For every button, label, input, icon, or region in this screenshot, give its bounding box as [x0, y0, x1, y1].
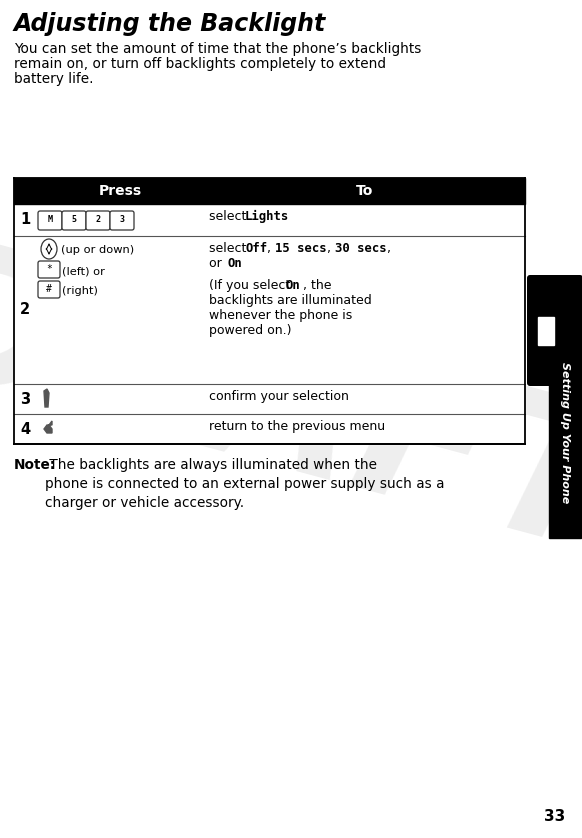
FancyBboxPatch shape — [62, 211, 86, 230]
Text: (left) or: (left) or — [62, 266, 105, 276]
Text: ,: , — [387, 242, 391, 255]
Bar — [538, 317, 554, 345]
Text: powered on.): powered on.) — [209, 324, 292, 337]
FancyBboxPatch shape — [38, 261, 60, 278]
Text: 15 secs: 15 secs — [275, 242, 327, 255]
Text: Off: Off — [245, 242, 267, 255]
Text: 2: 2 — [20, 303, 30, 318]
Text: ,: , — [267, 242, 275, 255]
FancyBboxPatch shape — [527, 275, 582, 386]
Text: 33: 33 — [544, 809, 566, 824]
Text: DRAFT: DRAFT — [0, 223, 582, 593]
Text: return to the previous menu: return to the previous menu — [209, 420, 385, 433]
Text: select: select — [209, 210, 250, 223]
Text: #: # — [46, 284, 52, 294]
Text: ,: , — [327, 242, 335, 255]
Text: Lights: Lights — [245, 210, 289, 223]
Text: Adjusting the Backlight: Adjusting the Backlight — [14, 12, 327, 36]
Bar — [14, 204, 525, 236]
Bar — [14, 236, 525, 384]
Text: Note:: Note: — [14, 458, 56, 472]
Text: The backlights are always illuminated when the
phone is connected to an external: The backlights are always illuminated wh… — [45, 458, 445, 510]
Text: To: To — [356, 184, 373, 198]
Text: battery life.: battery life. — [14, 72, 94, 86]
Text: Setting Up Your Phone: Setting Up Your Phone — [560, 362, 570, 504]
FancyBboxPatch shape — [86, 211, 110, 230]
Bar — [14, 384, 525, 414]
Text: select: select — [209, 242, 250, 255]
Text: remain on, or turn off backlights completely to extend: remain on, or turn off backlights comple… — [14, 57, 386, 71]
Text: 5: 5 — [72, 215, 76, 225]
Text: 3: 3 — [20, 391, 30, 406]
Text: M: M — [48, 215, 52, 225]
Polygon shape — [44, 389, 49, 407]
Text: confirm your selection: confirm your selection — [209, 390, 349, 403]
Bar — [14, 414, 525, 444]
Text: 30 secs: 30 secs — [335, 242, 386, 255]
Text: *: * — [46, 264, 52, 274]
Text: 3: 3 — [119, 215, 125, 225]
Text: backlights are illuminated: backlights are illuminated — [209, 294, 372, 307]
Text: (If you select: (If you select — [209, 279, 294, 292]
Text: You can set the amount of time that the phone’s backlights: You can set the amount of time that the … — [14, 42, 421, 56]
Text: 1: 1 — [20, 213, 30, 227]
Text: 4: 4 — [20, 422, 30, 437]
Text: (up or down): (up or down) — [61, 245, 134, 255]
Bar — [14, 178, 525, 204]
Text: On: On — [227, 257, 242, 270]
Ellipse shape — [41, 239, 57, 259]
Text: Press: Press — [98, 184, 141, 198]
Text: (right): (right) — [62, 286, 98, 296]
Text: On: On — [285, 279, 300, 292]
Text: whenever the phone is: whenever the phone is — [209, 309, 352, 322]
Text: or: or — [209, 257, 226, 270]
Polygon shape — [44, 421, 52, 433]
FancyBboxPatch shape — [38, 281, 60, 298]
Text: 2: 2 — [95, 215, 101, 225]
Text: , the: , the — [303, 279, 332, 292]
FancyBboxPatch shape — [38, 211, 62, 230]
Bar — [549, 328, 581, 538]
FancyBboxPatch shape — [110, 211, 134, 230]
